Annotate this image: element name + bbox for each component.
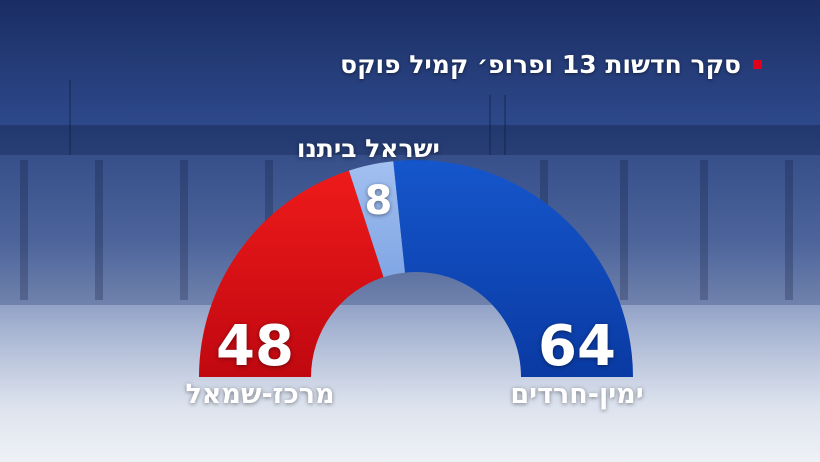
chart-title: סקר חדשות 13 ופרופ׳ קמיל פוקס: [340, 50, 762, 79]
slice-yisrael-beytenu: [348, 161, 406, 278]
label-yisrael-beytenu: ישראל ביתנו: [297, 134, 440, 163]
label-left-center: מרכז-שמאל: [185, 379, 334, 410]
label-right-haredi: ימין-חרדים: [510, 379, 643, 410]
slice-right-haredi: [393, 160, 633, 377]
value-right-haredi: 64: [538, 314, 616, 379]
chart-title-text: סקר חדשות 13 ופרופ׳ קמיל פוקס: [340, 50, 741, 79]
value-left-center: 48: [216, 314, 294, 379]
slice-left-center: [199, 170, 384, 377]
title-bullet-icon: [753, 60, 762, 69]
value-yisrael-beytenu: 8: [364, 178, 392, 224]
